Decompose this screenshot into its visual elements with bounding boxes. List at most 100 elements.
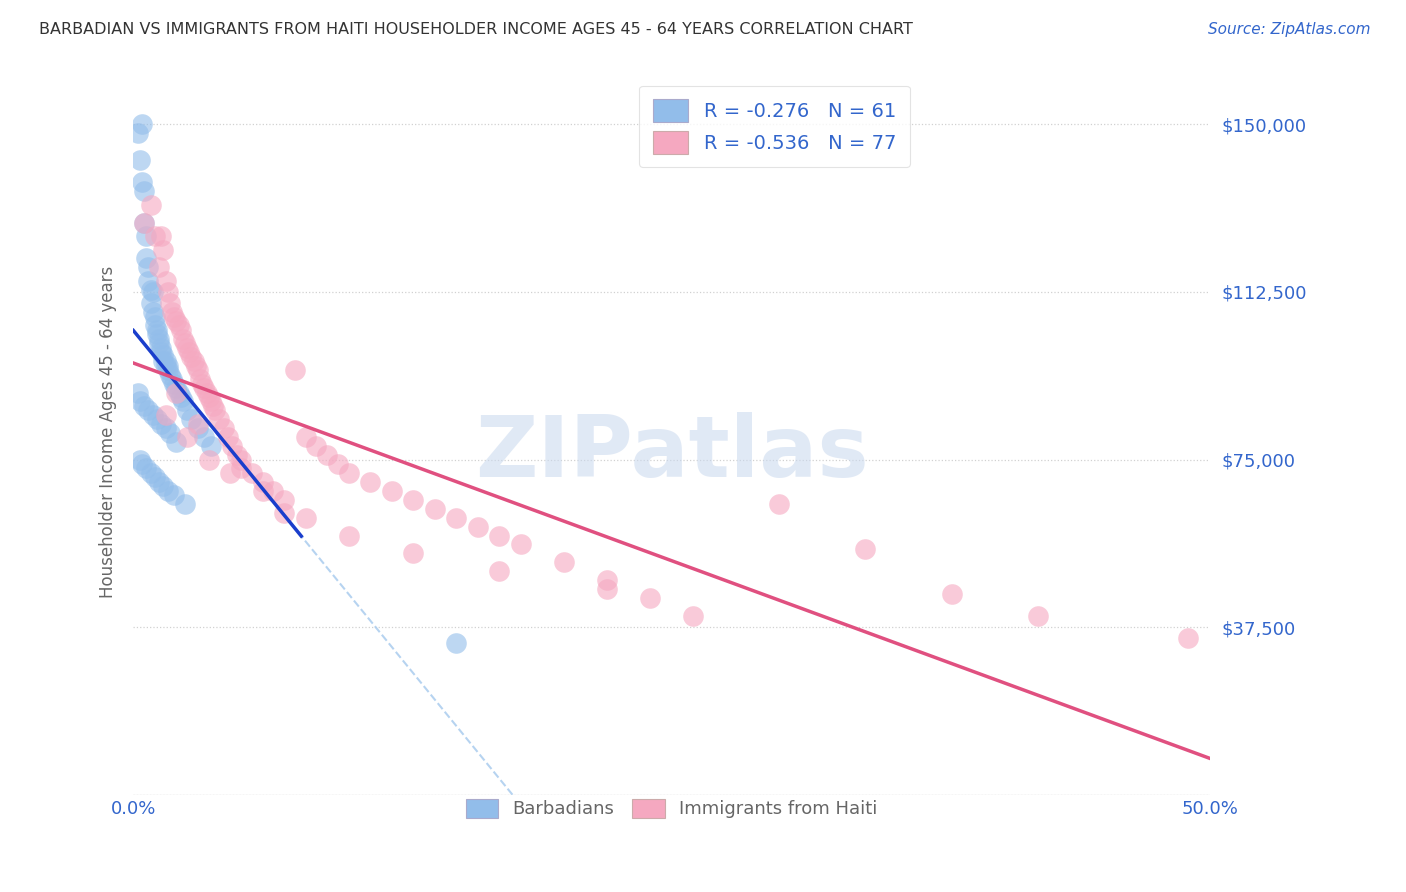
Point <box>204 403 226 417</box>
Point <box>193 430 215 444</box>
Point <box>553 555 575 569</box>
Point <box>488 528 510 542</box>
Point <box>146 327 169 342</box>
Point <box>638 591 661 606</box>
Point <box>155 359 177 373</box>
Point <box>155 274 177 288</box>
Point <box>180 412 202 426</box>
Point <box>941 587 963 601</box>
Point <box>152 347 174 361</box>
Point <box>148 336 170 351</box>
Point <box>316 448 339 462</box>
Point <box>152 354 174 368</box>
Point <box>596 582 619 596</box>
Point <box>131 176 153 190</box>
Point <box>131 457 153 471</box>
Point <box>180 350 202 364</box>
Point <box>1177 632 1199 646</box>
Point <box>212 421 235 435</box>
Point <box>143 310 166 324</box>
Point <box>855 541 877 556</box>
Point <box>138 274 160 288</box>
Point <box>131 117 153 131</box>
Point <box>170 390 193 404</box>
Point <box>155 354 177 368</box>
Point <box>221 439 243 453</box>
Point <box>219 466 242 480</box>
Point <box>160 372 183 386</box>
Point <box>273 492 295 507</box>
Point <box>132 185 155 199</box>
Point <box>138 403 160 417</box>
Point <box>467 519 489 533</box>
Point <box>135 461 157 475</box>
Y-axis label: Householder Income Ages 45 - 64 years: Householder Income Ages 45 - 64 years <box>100 266 117 598</box>
Point <box>184 359 207 373</box>
Point <box>152 243 174 257</box>
Point <box>139 283 162 297</box>
Point <box>142 285 165 299</box>
Point <box>152 479 174 493</box>
Point <box>337 528 360 542</box>
Point <box>188 372 211 386</box>
Point <box>172 332 194 346</box>
Point <box>156 359 179 373</box>
Point <box>446 636 468 650</box>
Point <box>1026 609 1049 624</box>
Point <box>139 466 162 480</box>
Point <box>284 363 307 377</box>
Point <box>156 483 179 498</box>
Point <box>225 448 247 462</box>
Point <box>163 488 186 502</box>
Point <box>262 483 284 498</box>
Point <box>167 385 190 400</box>
Point <box>155 408 177 422</box>
Point <box>135 229 157 244</box>
Point <box>381 483 404 498</box>
Point <box>174 336 197 351</box>
Point <box>176 430 198 444</box>
Point <box>132 216 155 230</box>
Point <box>229 452 252 467</box>
Point <box>148 475 170 489</box>
Point <box>139 296 162 310</box>
Point <box>150 345 173 359</box>
Point <box>146 412 169 426</box>
Point <box>128 394 150 409</box>
Point <box>217 430 239 444</box>
Point <box>187 417 209 431</box>
Point <box>143 229 166 244</box>
Point <box>294 430 316 444</box>
Point <box>201 399 224 413</box>
Point <box>402 492 425 507</box>
Point <box>167 318 190 333</box>
Point <box>132 399 155 413</box>
Point <box>127 126 149 140</box>
Point <box>208 412 231 426</box>
Point <box>163 376 186 391</box>
Point <box>768 497 790 511</box>
Point <box>172 394 194 409</box>
Point <box>252 483 274 498</box>
Point <box>359 475 381 489</box>
Point <box>159 296 181 310</box>
Point <box>170 323 193 337</box>
Point <box>229 461 252 475</box>
Point <box>174 497 197 511</box>
Point <box>294 510 316 524</box>
Point <box>446 510 468 524</box>
Point <box>150 229 173 244</box>
Point <box>127 385 149 400</box>
Point <box>402 546 425 560</box>
Point <box>187 363 209 377</box>
Point <box>156 285 179 299</box>
Point <box>132 216 155 230</box>
Point <box>596 573 619 587</box>
Point <box>139 198 162 212</box>
Point <box>252 475 274 489</box>
Point <box>138 260 160 275</box>
Point <box>142 305 165 319</box>
Point <box>197 390 219 404</box>
Point <box>142 408 165 422</box>
Point <box>165 314 187 328</box>
